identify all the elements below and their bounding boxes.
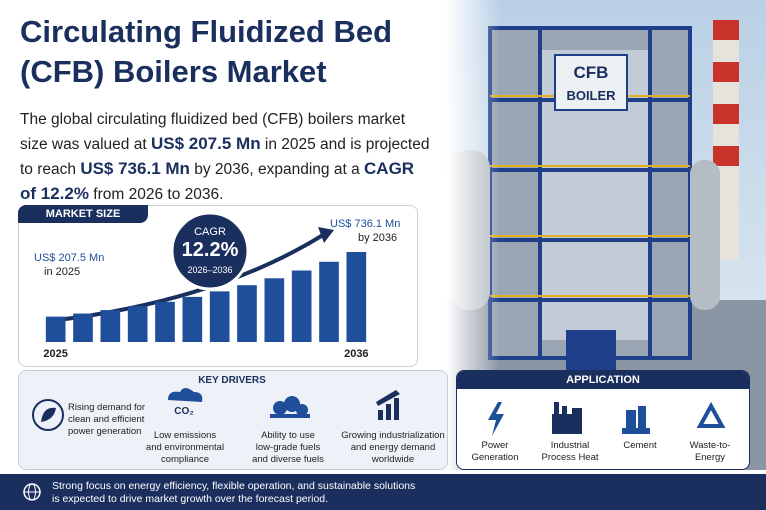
text: compliance <box>160 454 210 465</box>
text: Power <box>481 440 509 451</box>
driver: Low emissions and environmental compliance <box>135 430 235 466</box>
bar <box>264 278 285 342</box>
text: The global circulating fluidized bed (CF… <box>20 111 406 153</box>
cagr-period: 2026–2036 <box>187 265 232 275</box>
globe-icon <box>23 483 41 501</box>
bar <box>182 296 203 342</box>
x-tick-label: 2036 <box>344 348 368 360</box>
application: Industrial Process Heat <box>530 440 610 464</box>
text: and environmental <box>145 442 225 453</box>
bar <box>291 270 312 342</box>
heading: APPLICATION <box>457 371 749 389</box>
footer <box>0 474 766 510</box>
text: worldwide <box>371 454 415 465</box>
end-label: US$ 736.1 Mn <box>330 218 400 230</box>
sign-text: BOILER <box>566 88 616 103</box>
bar <box>45 316 66 342</box>
text: is expected to drive market growth over … <box>52 493 329 505</box>
text: Growing industrialization <box>341 430 445 441</box>
text: by 2036, expanding at a <box>189 161 365 178</box>
highlight: US$ 207.5 Mn <box>150 134 261 153</box>
text: from 2026 to 2036. <box>88 186 224 203</box>
x-tick-label: 2025 <box>43 348 67 360</box>
application: Power Generation <box>460 440 530 464</box>
title: (CFB) Boilers Market <box>20 54 327 89</box>
text: Waste-to- <box>689 440 731 451</box>
text: Industrial <box>550 440 590 451</box>
text: and diverse fuels <box>252 454 324 465</box>
text: Low emissions <box>153 430 217 441</box>
driver: Ability to use low-grade fuels and diverse… <box>238 430 338 466</box>
application: Cement <box>605 440 675 452</box>
text: power generation <box>68 426 142 437</box>
bar <box>346 252 367 342</box>
driver: Rising demand for clean and efficient powe… <box>68 402 168 438</box>
cagr-label: CAGR <box>194 226 226 238</box>
text: low-grade fuels <box>255 442 321 453</box>
sign-text: CFB <box>574 63 609 82</box>
text: Rising demand for <box>68 402 146 413</box>
text: Strong focus on energy efficiency, flexi… <box>52 480 416 492</box>
text: Process Heat <box>541 452 599 463</box>
driver-icons: CO₂ <box>32 388 400 431</box>
end-label: by 2036 <box>358 232 397 244</box>
text: clean and efficient <box>68 414 145 425</box>
highlight: CAGR of 12.2% <box>20 159 415 203</box>
start-label: in 2025 <box>44 266 80 278</box>
heading: MARKET SIZE <box>18 205 148 223</box>
text: Ability to use <box>261 430 315 441</box>
bar <box>155 301 175 342</box>
bar <box>100 310 121 342</box>
bar <box>319 261 339 342</box>
title: Circulating Fluidized Bed <box>20 14 393 49</box>
text: and energy demand <box>350 442 436 453</box>
cagr-value: 12.2% <box>182 239 239 261</box>
text: Generation <box>471 452 519 463</box>
application-icons <box>488 401 726 436</box>
intro: The global circulating fluidized bed (CF… <box>20 108 430 207</box>
chart: CAGR 12.2% 2026–2036 US$ 207.5 Mn in 202… <box>34 211 400 360</box>
text: Energy <box>694 452 726 463</box>
bar <box>237 285 257 342</box>
heading: KEY DRIVERS <box>198 375 266 386</box>
application: Waste-to- Energy <box>675 440 745 464</box>
bar <box>73 313 93 342</box>
bar <box>127 306 148 342</box>
driver: Growing industrialization and energy dema… <box>338 430 448 466</box>
bar <box>209 291 230 342</box>
footer-text: Strong focus on energy efficiency, flexi… <box>52 480 415 506</box>
text: Cement <box>623 440 657 451</box>
start-label: US$ 207.5 Mn <box>34 252 104 264</box>
highlight: US$ 736.1 Mn <box>80 159 190 178</box>
icon-text: CO₂ <box>174 406 193 417</box>
text: in 2025 and is projected to reach <box>20 136 430 178</box>
drivers-box <box>18 370 448 470</box>
